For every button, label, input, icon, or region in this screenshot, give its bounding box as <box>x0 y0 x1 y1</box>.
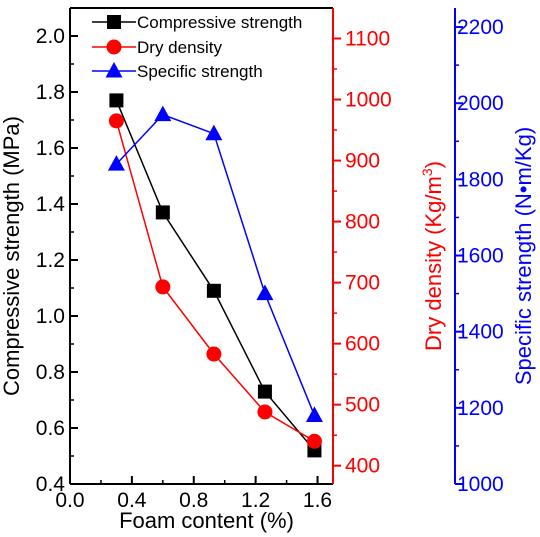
left-axis-title: Compressive strength (MPa) <box>0 116 24 396</box>
x-tick-label: 0.8 <box>179 489 208 512</box>
legend-marker <box>106 39 122 55</box>
specific-strength-tick-label: 1000 <box>457 473 504 496</box>
x-tick-label: 1.2 <box>241 489 270 512</box>
data-point <box>155 279 171 295</box>
series-line <box>115 100 316 451</box>
data-point <box>206 346 222 362</box>
data-point <box>107 155 125 171</box>
data-point <box>256 284 274 301</box>
left-tick-label: 1.0 <box>36 305 65 328</box>
series-line <box>115 120 315 442</box>
x-axis-title: Foam content (%) <box>119 508 294 533</box>
dry-density-axis-ticks: 400 500 600 700 800 900 1000 1100 <box>333 28 392 478</box>
specific-strength-tick-label: 2200 <box>457 16 504 39</box>
data-point <box>305 406 323 423</box>
dry-density-tick-label: 900 <box>345 150 380 173</box>
left-tick-label: 1.2 <box>36 249 65 272</box>
specific-strength-axis-ticks: 1000 1200 1400 1600 1800 2000 2200 <box>455 16 504 496</box>
specific-strength-axis-title: Specific strength (N•m/Kg) <box>511 127 536 385</box>
legend-item: Specific strength <box>92 61 263 81</box>
legend-item: Dry density <box>92 38 223 57</box>
dry-density-tick-label: 500 <box>345 394 380 417</box>
dry-density-tick-label: 800 <box>345 211 380 234</box>
legend-label: Compressive strength <box>137 13 302 32</box>
data-point <box>155 205 170 220</box>
left-axis-ticks: 0.4 0.6 0.8 1.0 1.2 1.4 1.6 1.8 2.0 <box>36 7 78 496</box>
series-line <box>115 113 316 416</box>
legend-item: Compressive strength <box>92 13 302 32</box>
left-tick-label: 0.8 <box>36 361 65 384</box>
dry-density-tick-label: 1100 <box>345 28 390 51</box>
dry-density-axis-title-main: Dry density (Kg/m <box>421 176 446 351</box>
x-tick-label: 0.4 <box>117 489 147 512</box>
x-tick-label: 1.6 <box>303 489 332 512</box>
legend-label: Dry density <box>137 38 223 57</box>
left-tick-label: 1.4 <box>36 193 66 216</box>
data-point <box>109 93 124 108</box>
x-tick-label: 0.0 <box>55 489 84 512</box>
dry-density-axis-title: Dry density (Kg/m3) <box>419 161 446 351</box>
legend-marker <box>107 15 121 29</box>
data-point <box>154 105 172 122</box>
specific-strength-tick-label: 2000 <box>457 92 504 115</box>
dry-density-tick-label: 700 <box>345 272 380 295</box>
data-point <box>206 283 221 298</box>
specific-strength-tick-label: 1600 <box>457 245 504 268</box>
legend-marker <box>105 61 123 78</box>
data-point <box>257 404 273 420</box>
dry-density-tick-label: 600 <box>345 333 380 356</box>
series-layer <box>107 93 323 458</box>
data-point <box>205 124 223 141</box>
left-tick-label: 1.8 <box>36 81 65 104</box>
dry-density-tick-label: 400 <box>345 455 380 478</box>
legend-label: Specific strength <box>137 62 263 81</box>
dry-density-tick-label: 1000 <box>345 89 392 112</box>
data-point <box>257 384 272 399</box>
specific-strength-tick-label: 1800 <box>457 168 504 191</box>
series-compressive-strength <box>109 93 322 458</box>
legend: Compressive strength Dry density Specific … <box>92 13 302 81</box>
specific-strength-tick-label: 1400 <box>457 321 504 344</box>
data-point <box>108 113 124 129</box>
left-tick-label: 2.0 <box>36 25 65 48</box>
left-tick-label: 0.4 <box>36 473 66 496</box>
x-ticks: 0.0 0.4 0.8 1.2 1.6 <box>55 476 332 512</box>
series-dry-density <box>108 113 322 449</box>
left-tick-label: 0.6 <box>36 417 65 440</box>
left-tick-label: 1.6 <box>36 137 65 160</box>
dry-density-axis-title-sup: 3 <box>419 168 435 176</box>
specific-strength-tick-label: 1200 <box>457 397 504 420</box>
series-specific-strength <box>107 105 323 423</box>
dry-density-axis-title-end: ) <box>421 161 446 168</box>
data-point <box>306 433 322 449</box>
